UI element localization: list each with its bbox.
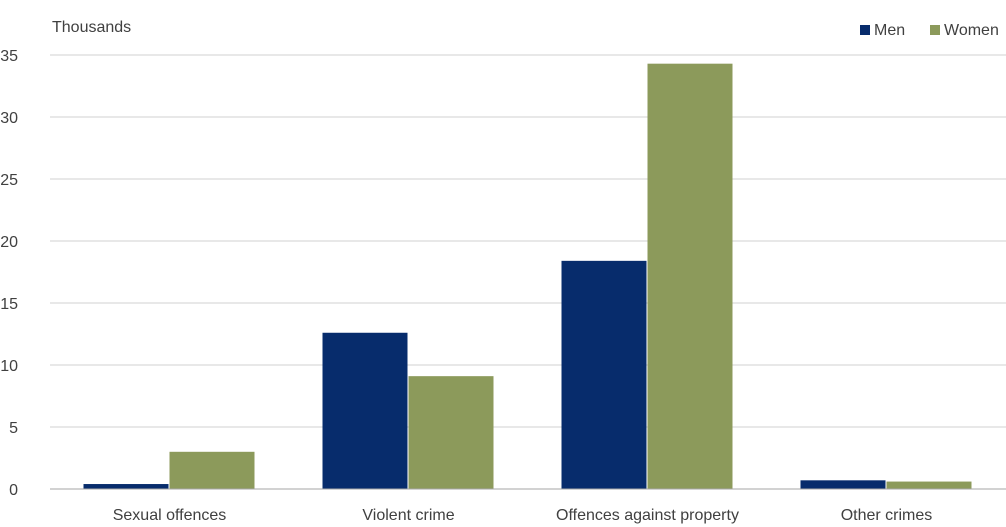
- bar-men-2: [322, 332, 408, 489]
- y-tick-label: 25: [0, 172, 18, 189]
- legend-swatch-men: [860, 25, 870, 35]
- bar-women-1: [169, 451, 255, 489]
- bar-men-4: [800, 480, 886, 489]
- x-axis-categories: Sexual offences Violent crime Offences aga…: [113, 507, 933, 524]
- y-tick-label: 35: [0, 48, 18, 65]
- bar-women-2: [408, 376, 494, 489]
- bars: [83, 63, 972, 490]
- y-tick-label: 30: [0, 110, 18, 127]
- y-tick-label: 5: [9, 420, 18, 437]
- y-tick-label: 0: [9, 482, 18, 499]
- x-category-label: Offences against property: [556, 507, 739, 524]
- y-axis-ticks: 0 5 10 15 20 25 30 35: [0, 48, 18, 499]
- x-category-label: Other crimes: [841, 507, 933, 524]
- legend-swatch-women: [930, 25, 940, 35]
- bar-men-3: [561, 260, 647, 489]
- legend-label-men: Men: [874, 22, 905, 39]
- y-tick-label: 10: [0, 358, 18, 375]
- y-tick-label: 20: [0, 234, 18, 251]
- y-axis-unit-label: Thousands: [52, 19, 131, 36]
- y-tick-label: 15: [0, 296, 18, 313]
- x-category-label: Violent crime: [362, 507, 454, 524]
- bar-men-1: [83, 484, 169, 489]
- bar-women-3: [647, 63, 733, 490]
- legend-label-women: Women: [944, 22, 999, 39]
- x-category-label: Sexual offences: [113, 507, 227, 524]
- gridlines: [50, 54, 1006, 428]
- legend: Men Women: [860, 22, 999, 39]
- bar-women-4: [886, 481, 972, 489]
